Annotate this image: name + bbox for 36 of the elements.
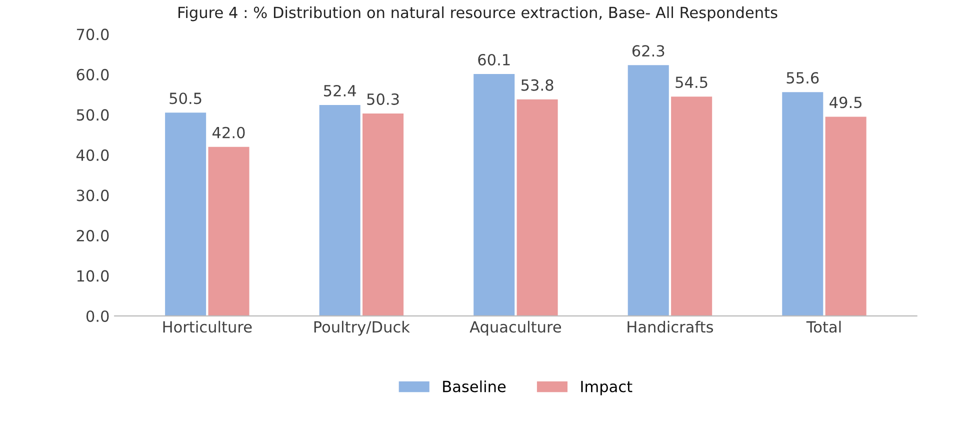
y-tick-label: 60.0 [76, 68, 109, 80]
bar [825, 116, 866, 316]
x-tick-label: Poultry/Duck [314, 320, 410, 336]
data-label: 54.5 [676, 76, 708, 88]
data-label: 52.4 [324, 84, 356, 96]
data-label: 50.5 [170, 92, 202, 104]
x-tick-label: Aquaculture [470, 320, 562, 336]
y-tick-label: 70.0 [76, 28, 109, 40]
y-tick-label: 30.0 [76, 190, 109, 202]
bar [362, 113, 404, 316]
x-tick-label: Total [806, 320, 841, 333]
data-label: 53.8 [521, 79, 554, 91]
x-tick-label: Horticulture [163, 320, 252, 333]
y-tick-label: 0.0 [86, 310, 109, 322]
bar [516, 99, 558, 316]
bar [782, 92, 824, 316]
bar [319, 105, 360, 316]
data-label: 55.6 [786, 72, 819, 84]
data-label: 49.5 [830, 96, 862, 108]
y-tick-label: 20.0 [76, 230, 109, 242]
bar [474, 74, 515, 316]
y-tick-label: 40.0 [76, 149, 109, 161]
data-label: 50.3 [367, 93, 399, 105]
bar [628, 65, 669, 316]
legend-label: Baseline [443, 380, 506, 392]
bar [208, 146, 250, 316]
y-tick-label: 10.0 [77, 270, 109, 282]
x-tick-label: Handicrafts [628, 320, 714, 333]
bar [671, 96, 712, 316]
legend-label: Impact [581, 380, 632, 396]
bar [165, 112, 206, 316]
data-label: 62.3 [632, 45, 664, 57]
data-label: 60.1 [478, 54, 510, 66]
data-label: 42.0 [212, 126, 245, 138]
y-tick-label: 50.0 [76, 109, 109, 121]
chart-title: Figure 4 : % Distribution on natural resource extraction, Base- All Respondents [178, 6, 778, 22]
